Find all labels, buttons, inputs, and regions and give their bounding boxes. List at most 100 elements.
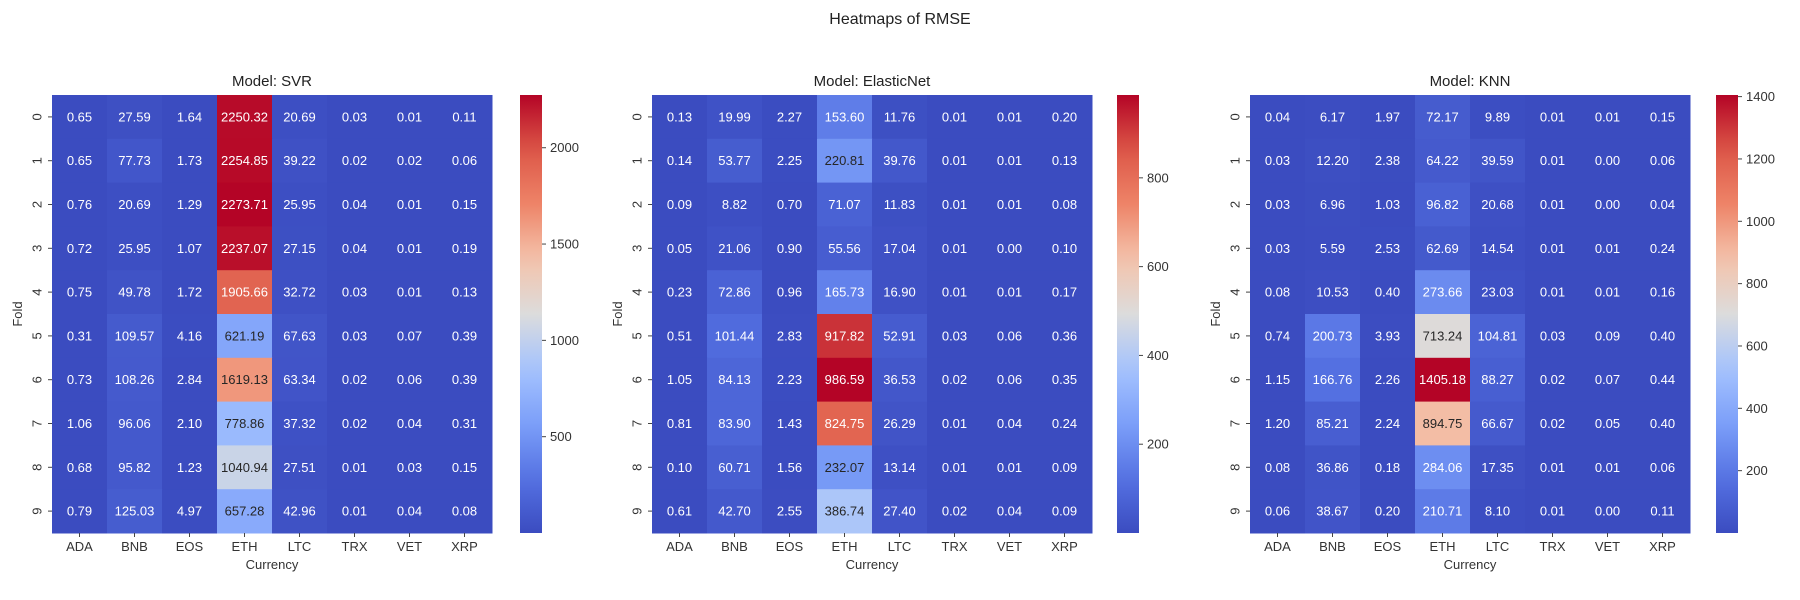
cell-value-label: 1.43 — [777, 416, 802, 431]
cell-value-label: 0.51 — [667, 328, 692, 343]
heatmap-cell — [927, 138, 983, 184]
cell-value-label: 27.15 — [283, 241, 316, 256]
cell-value-label: 0.06 — [1265, 504, 1290, 519]
x-tick-label: XRP — [451, 539, 478, 554]
x-tick-label: EOS — [1374, 539, 1402, 554]
cell-value-label: 0.00 — [997, 241, 1022, 256]
heatmap-cell — [1415, 401, 1471, 446]
heatmap-cell — [817, 226, 873, 271]
cell-value-label: 0.01 — [942, 416, 967, 431]
x-tick-label: XRP — [1649, 539, 1676, 554]
colorbar — [1117, 95, 1139, 533]
heatmap-cell — [982, 138, 1038, 184]
heatmap-cell — [162, 182, 218, 227]
cell-value-label: 0.07 — [1595, 372, 1620, 387]
heatmap-cell — [1635, 226, 1691, 271]
cell-value-label: 95.82 — [118, 460, 151, 475]
heatmap-cell — [1525, 314, 1581, 359]
cell-value-label: 0.04 — [342, 241, 367, 256]
cell-value-label: 0.01 — [342, 504, 367, 519]
heatmap-cell — [872, 138, 928, 184]
heatmap-cell — [217, 357, 273, 403]
heatmap-cell — [927, 95, 983, 140]
colorbar-tick-label: 200 — [1746, 463, 1768, 478]
cell-value-label: 0.09 — [1052, 504, 1077, 519]
cell-value-label: 77.73 — [118, 153, 151, 168]
heatmap-cell — [1250, 314, 1306, 359]
cell-value-label: 2254.85 — [221, 153, 268, 168]
cell-value-label: 0.13 — [667, 109, 692, 124]
cell-value-label: 0.90 — [777, 241, 802, 256]
colorbar-tick-label: 1000 — [550, 333, 579, 348]
heatmap-cell — [1037, 357, 1093, 403]
cell-value-label: 0.03 — [397, 460, 422, 475]
cell-value-label: 52.91 — [883, 328, 916, 343]
cell-value-label: 11.76 — [884, 109, 916, 124]
heatmap-cell — [1635, 489, 1691, 534]
cell-value-label: 0.01 — [942, 460, 967, 475]
x-tick-label: ETH — [832, 539, 858, 554]
cell-value-label: 0.39 — [452, 328, 477, 343]
cell-value-label: 20.69 — [283, 109, 316, 124]
heatmap-cell — [52, 182, 108, 227]
heatmap-cell — [817, 401, 873, 446]
colorbar-tick-label: 600 — [1147, 259, 1169, 274]
cell-value-label: 0.74 — [1265, 328, 1290, 343]
heatmap-cell — [872, 357, 928, 403]
cell-value-label: 0.03 — [1265, 197, 1290, 212]
cell-value-label: 0.01 — [997, 285, 1022, 300]
cell-value-label: 0.81 — [667, 416, 692, 431]
heatmap-cell — [1415, 489, 1471, 534]
heatmap-cell — [382, 357, 438, 403]
heatmap-cell — [817, 445, 873, 490]
cell-value-label: 17.04 — [883, 241, 916, 256]
heatmap-cell — [1360, 401, 1416, 446]
heatmap-cell — [217, 401, 273, 446]
cell-value-label: 26.29 — [883, 416, 916, 431]
cell-value-label: 2.10 — [177, 416, 202, 431]
heatmap-cell — [217, 226, 273, 271]
cell-value-label: 42.96 — [283, 504, 316, 519]
cell-value-label: 0.01 — [397, 285, 422, 300]
cell-value-label: 0.17 — [1052, 285, 1077, 300]
heatmap-cell — [982, 270, 1038, 315]
heatmap-cell — [1635, 138, 1691, 184]
heatmap-cell — [272, 226, 328, 271]
cell-value-label: 63.34 — [283, 372, 316, 387]
cell-value-label: 0.02 — [942, 504, 967, 519]
heatmap-cell — [1305, 357, 1361, 403]
cell-value-label: 917.82 — [825, 328, 865, 343]
cell-value-label: 0.02 — [397, 153, 422, 168]
cell-value-label: 1.72 — [177, 285, 202, 300]
heatmap-cell — [327, 357, 383, 403]
heatmap-cell — [217, 314, 273, 359]
heatmap-cell — [1415, 314, 1471, 359]
heatmap-cell — [1037, 401, 1093, 446]
cell-value-label: 0.31 — [67, 328, 92, 343]
heatmap-cell — [107, 95, 163, 140]
heatmap-cell — [982, 445, 1038, 490]
heatmap-cell — [1250, 182, 1306, 227]
heatmap-cell — [707, 445, 763, 490]
x-tick-label: VET — [997, 539, 1022, 554]
heatmap-cell — [437, 182, 493, 227]
cell-value-label: 0.08 — [452, 504, 477, 519]
x-axis-label: Currency — [1444, 557, 1497, 572]
heatmap-cell — [437, 401, 493, 446]
y-tick-label: 5 — [1227, 332, 1242, 339]
heatmap-cell — [1360, 95, 1416, 140]
heatmap-cell — [1360, 445, 1416, 490]
heatmap-cell — [1037, 314, 1093, 359]
cell-value-label: 0.04 — [342, 197, 367, 212]
heatmap-cell — [107, 445, 163, 490]
colorbar-tick-label: 400 — [1147, 348, 1169, 363]
cell-value-label: 108.26 — [115, 372, 155, 387]
y-tick-label: 0 — [29, 113, 44, 120]
cell-value-label: 1405.18 — [1419, 372, 1466, 387]
heatmap-cell — [652, 401, 708, 446]
heatmap-cell — [762, 270, 818, 315]
cell-value-label: 55.56 — [828, 241, 861, 256]
heatmap-cell — [1250, 270, 1306, 315]
heatmap-cell — [327, 489, 383, 534]
heatmap-cell — [1360, 226, 1416, 271]
